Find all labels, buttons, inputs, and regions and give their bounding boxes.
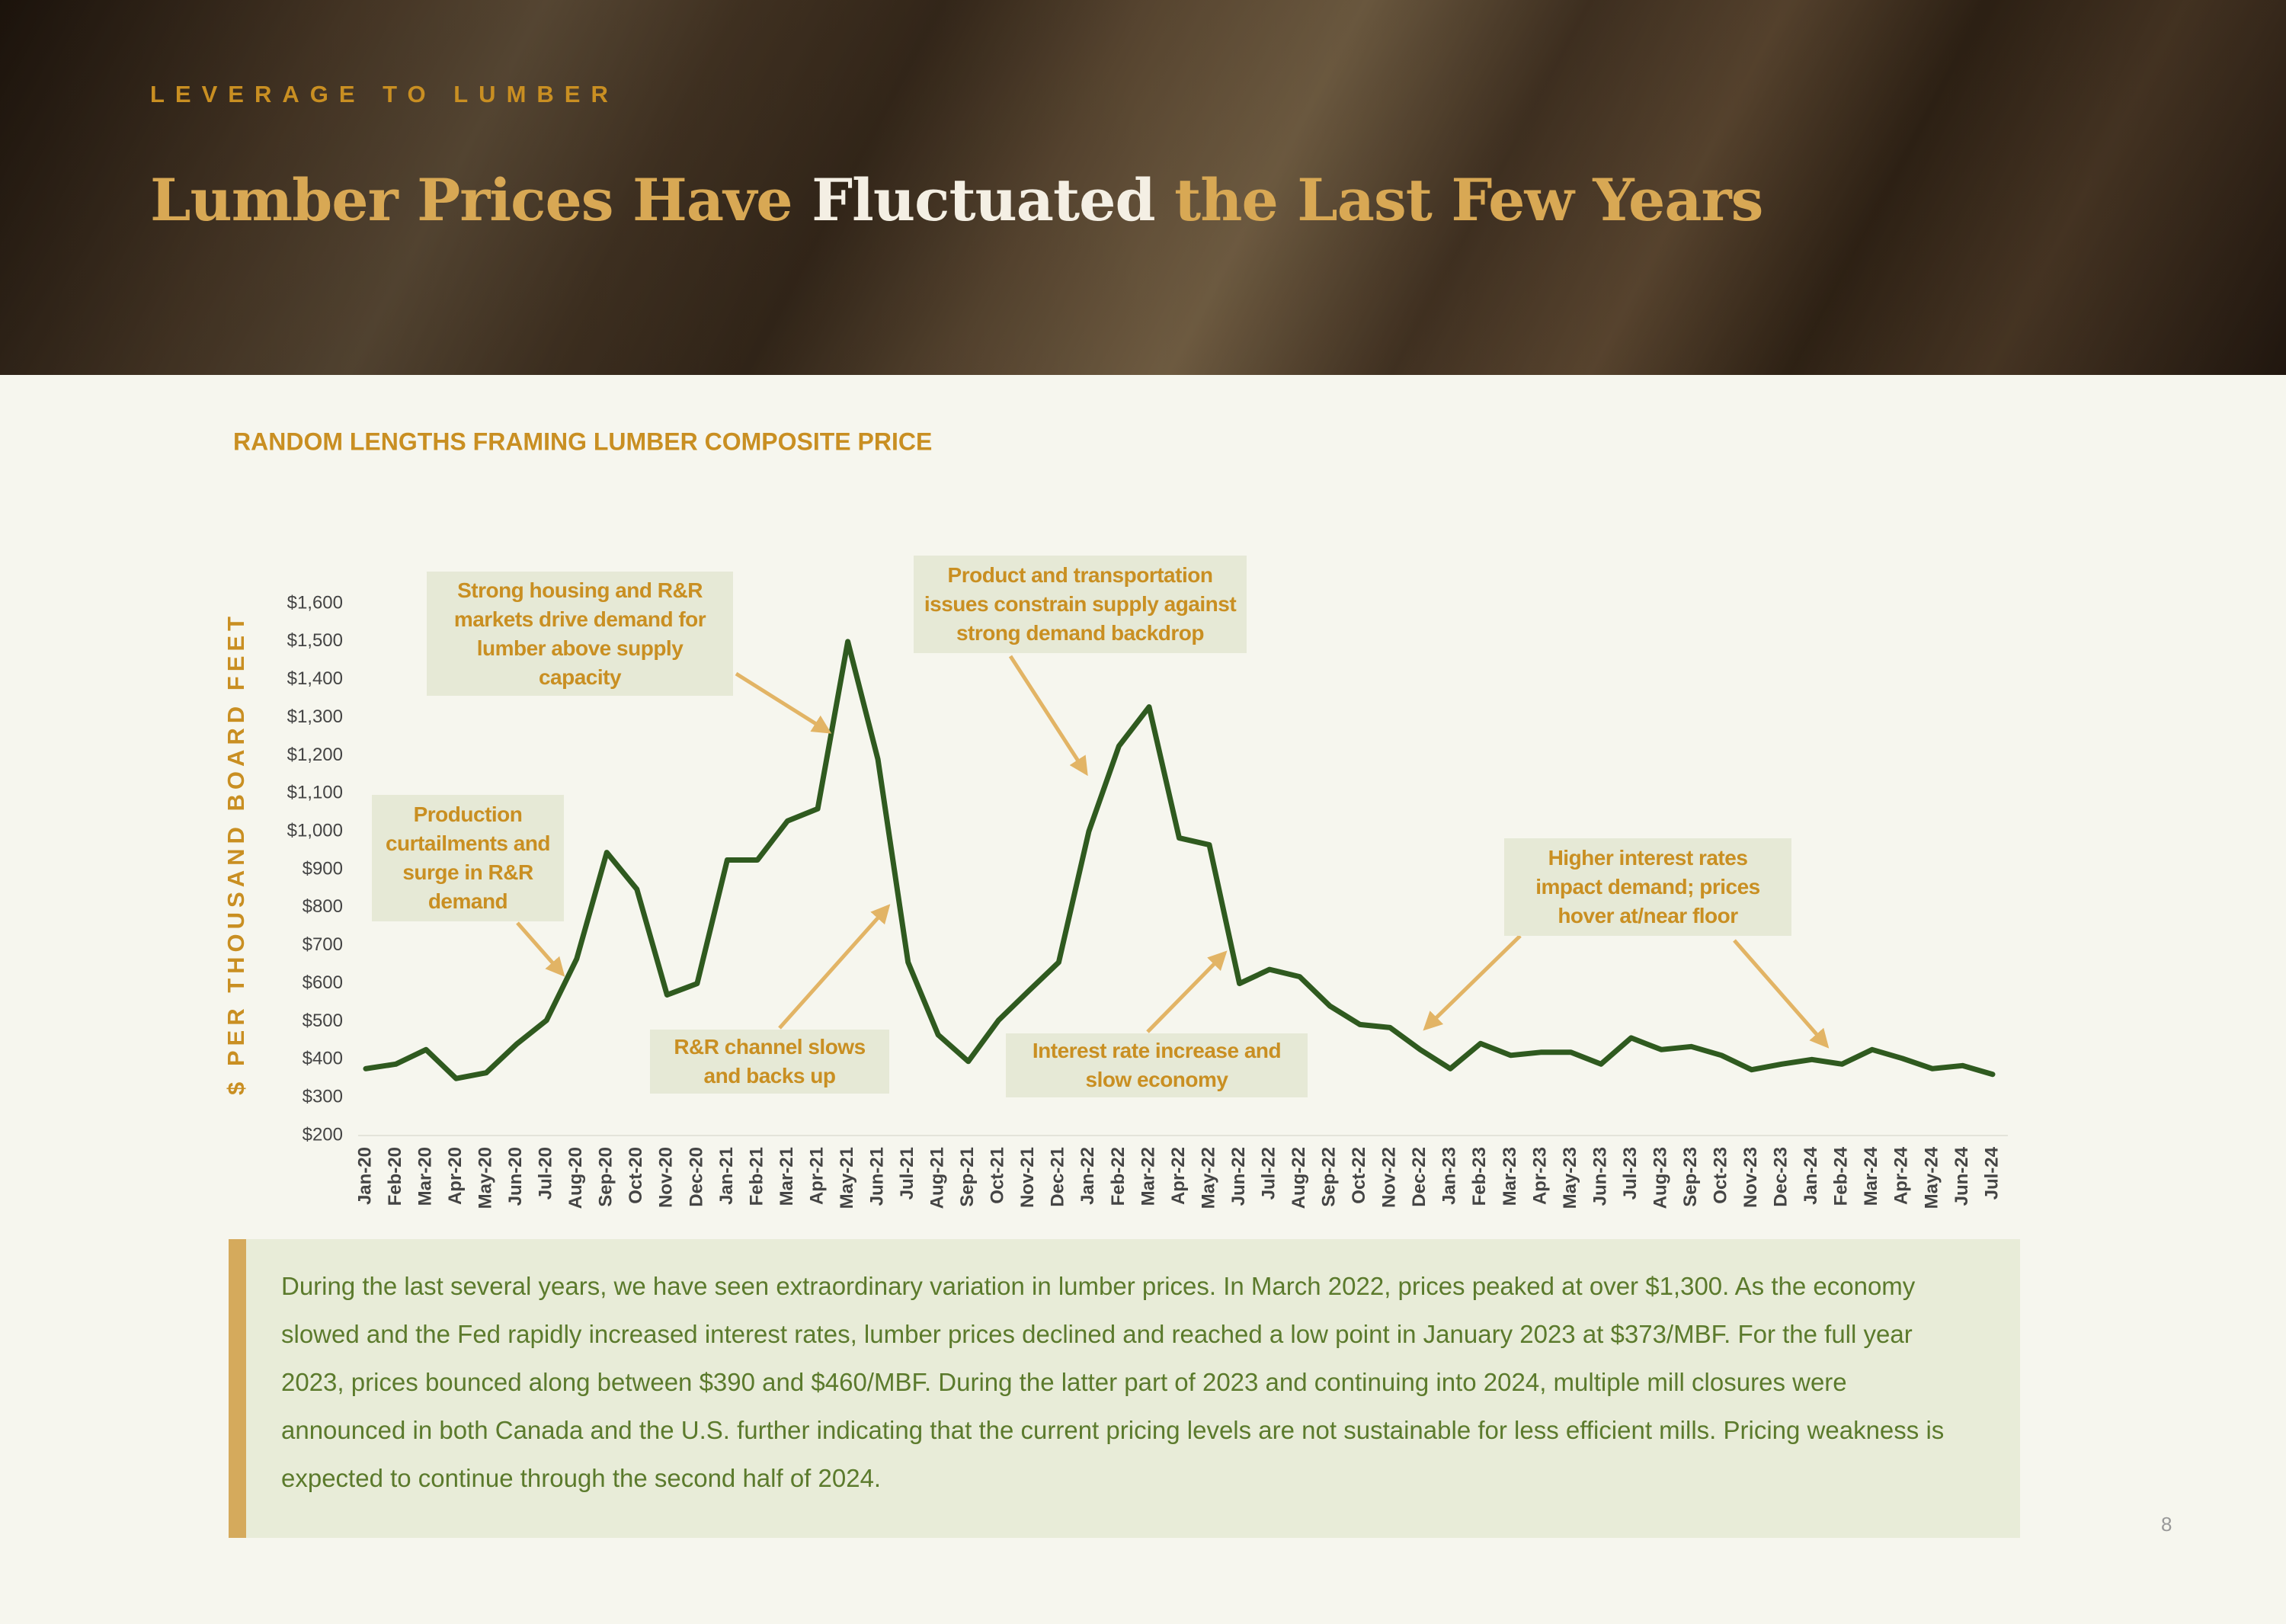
x-tick-label: Apr-23: [1529, 1147, 1550, 1205]
x-tick-label: May-24: [1921, 1146, 1942, 1209]
x-tick-label: Feb-20: [385, 1147, 405, 1206]
annotation-arrow: [1733, 939, 1830, 1049]
x-tick-label: Aug-22: [1289, 1147, 1309, 1209]
annotation-arrow: [778, 904, 891, 1030]
x-tick-label: Nov-21: [1017, 1147, 1038, 1208]
annotation: Interest rate increase and slow economy: [1006, 1033, 1308, 1097]
y-tick-label: $1,500: [287, 630, 343, 651]
x-tick-label: Jul-21: [897, 1147, 917, 1200]
title-part: the Last Few Years: [1174, 166, 1763, 234]
y-axis-label: $ PER THOUSAND BOARD FEET: [223, 612, 249, 1095]
y-tick-label: $1,200: [287, 745, 343, 765]
x-tick-label: Sep-23: [1680, 1147, 1701, 1207]
x-tick-label: Jun-21: [866, 1147, 887, 1206]
y-tick-label: $1,600: [287, 592, 343, 613]
y-tick-label: $800: [303, 896, 343, 917]
x-tick-label: Aug-20: [565, 1147, 586, 1209]
x-tick-label: Sep-21: [957, 1147, 978, 1207]
x-tick-label: Oct-22: [1349, 1147, 1369, 1204]
title-part: Lumber Prices Have: [150, 166, 793, 234]
annotation-arrow: [1146, 950, 1228, 1033]
y-tick-label: $700: [303, 934, 343, 955]
x-tick-label: Jan-23: [1439, 1147, 1460, 1205]
annotation: Product and transportation issues constr…: [914, 556, 1247, 653]
annotation: Higher interest rates impact demand; pri…: [1504, 838, 1791, 936]
y-tick-label: $1,100: [287, 783, 343, 803]
annotation-arrow: [735, 671, 832, 734]
x-tick-label: Jul-22: [1258, 1147, 1279, 1200]
annotation-arrow: [516, 921, 565, 977]
annotation: R&R channel slows and backs up: [650, 1030, 889, 1094]
x-tick-label: Jan-22: [1077, 1147, 1098, 1205]
x-tick-label: Jun-22: [1228, 1147, 1249, 1206]
x-tick-label: Apr-24: [1891, 1146, 1912, 1205]
x-tick-label: May-20: [475, 1147, 495, 1209]
x-tick-label: Apr-22: [1168, 1147, 1189, 1205]
x-tick-label: Jul-24: [1981, 1146, 2002, 1200]
y-tick-label: $300: [303, 1086, 343, 1107]
x-tick-label: Aug-21: [927, 1147, 948, 1209]
y-tick-label: $900: [303, 858, 343, 879]
annotation: Production curtailments and surge in R&R…: [372, 795, 564, 921]
x-tick-label: Jul-20: [536, 1147, 556, 1200]
x-tick-label: Jun-23: [1590, 1147, 1610, 1206]
page-number: 8: [2161, 1513, 2172, 1536]
y-tick-label: $1,300: [287, 706, 343, 727]
annotation-arrow: [1008, 655, 1088, 777]
page-title: Lumber Prices Have Fluctuated the Last F…: [150, 166, 1763, 234]
y-tick-label: $400: [303, 1049, 343, 1069]
commentary: During the last several years, we have s…: [229, 1239, 2020, 1538]
y-tick-label: $500: [303, 1011, 343, 1031]
x-tick-label: Feb-21: [746, 1147, 767, 1206]
x-tick-label: Jan-21: [716, 1147, 737, 1205]
x-tick-label: Jun-20: [505, 1147, 526, 1206]
x-tick-label: May-22: [1198, 1147, 1218, 1209]
kicker: LEVERAGE TO LUMBER: [150, 81, 619, 107]
chart-title: RANDOM LENGTHS FRAMING LUMBER COMPOSITE …: [233, 428, 932, 455]
annotation: Strong housing and R&R markets drive dem…: [427, 572, 733, 696]
x-tick-label: Apr-20: [445, 1147, 466, 1205]
title-highlight: Fluctuated: [812, 166, 1156, 234]
x-tick-label: Feb-22: [1108, 1147, 1129, 1206]
x-tick-label: Dec-23: [1771, 1147, 1791, 1207]
x-tick-label: Nov-20: [656, 1147, 677, 1208]
x-tick-label: Jan-20: [354, 1147, 375, 1205]
x-tick-label: Oct-20: [626, 1147, 646, 1204]
x-tick-label: Dec-22: [1409, 1147, 1430, 1207]
x-tick-label: Sep-20: [596, 1147, 616, 1207]
x-tick-label: Jun-24: [1951, 1146, 1972, 1206]
y-tick-label: $600: [303, 972, 343, 993]
x-tick-label: Mar-22: [1138, 1147, 1158, 1206]
x-tick-label: Nov-23: [1740, 1147, 1761, 1208]
x-tick-label: May-23: [1560, 1147, 1580, 1209]
chart: RANDOM LENGTHS FRAMING LUMBER COMPOSITE …: [223, 428, 2008, 1209]
x-tick-label: Feb-24: [1831, 1146, 1852, 1206]
x-tick-label: Mar-23: [1500, 1147, 1520, 1206]
x-tick-label: Jan-24: [1801, 1146, 1821, 1205]
x-tick-label: Mar-21: [776, 1147, 797, 1206]
x-tick-label: Jul-23: [1620, 1147, 1641, 1200]
header-image: [0, 0, 2286, 375]
price-line: [363, 639, 1996, 1081]
x-tick-label: Mar-24: [1861, 1146, 1881, 1206]
y-tick-label: $1,400: [287, 668, 343, 689]
y-tick-label: $200: [303, 1124, 343, 1145]
x-tick-label: Oct-21: [988, 1147, 1008, 1204]
x-tick-label: Oct-23: [1711, 1147, 1731, 1204]
x-tick-label: Apr-21: [806, 1147, 827, 1205]
y-tick-label: $1,000: [287, 820, 343, 841]
x-tick-label: Dec-21: [1048, 1147, 1068, 1207]
x-tick-label: Sep-22: [1319, 1147, 1340, 1207]
x-tick-label: Mar-20: [415, 1147, 435, 1206]
annotation-arrow: [1423, 934, 1522, 1031]
x-tick-label: Dec-20: [686, 1147, 706, 1207]
x-tick-label: May-21: [837, 1147, 857, 1209]
x-tick-label: Feb-23: [1469, 1147, 1490, 1206]
x-tick-label: Nov-22: [1379, 1147, 1400, 1208]
x-tick-label: Aug-23: [1650, 1147, 1670, 1209]
